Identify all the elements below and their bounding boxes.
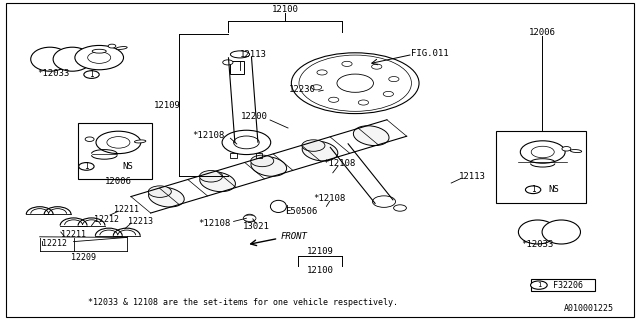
Ellipse shape (134, 140, 146, 143)
Ellipse shape (148, 187, 184, 207)
Bar (531, 279, 595, 291)
Circle shape (383, 92, 394, 97)
Circle shape (337, 74, 374, 92)
Text: 12212: 12212 (94, 215, 120, 224)
Ellipse shape (299, 55, 412, 111)
Circle shape (251, 155, 274, 167)
Circle shape (525, 186, 541, 194)
Circle shape (342, 61, 352, 67)
Text: 12211: 12211 (114, 205, 140, 214)
Text: FRONT: FRONT (281, 232, 308, 241)
Text: *12033: *12033 (522, 240, 554, 249)
Text: 12113: 12113 (459, 172, 486, 180)
Ellipse shape (570, 149, 582, 153)
Text: 12209: 12209 (70, 253, 96, 262)
Circle shape (531, 146, 554, 158)
Circle shape (88, 52, 111, 63)
Text: 12109: 12109 (154, 101, 181, 110)
Circle shape (243, 215, 256, 221)
Text: 1: 1 (531, 185, 536, 194)
Ellipse shape (116, 46, 127, 50)
Text: F32206: F32206 (554, 281, 583, 290)
Ellipse shape (270, 200, 287, 212)
Ellipse shape (200, 172, 236, 192)
Text: *12033: *12033 (37, 69, 69, 78)
Text: *12108: *12108 (198, 220, 230, 228)
Circle shape (302, 140, 325, 151)
Ellipse shape (542, 220, 580, 244)
Ellipse shape (291, 53, 419, 114)
Circle shape (372, 64, 382, 69)
Ellipse shape (31, 47, 69, 71)
Text: 12212: 12212 (42, 239, 67, 248)
Ellipse shape (302, 141, 338, 161)
Text: 13021: 13021 (243, 222, 269, 231)
Text: 1: 1 (537, 282, 541, 288)
Circle shape (372, 196, 396, 207)
Text: 12213: 12213 (128, 217, 154, 226)
Bar (230, 61, 244, 74)
Circle shape (223, 60, 233, 65)
Bar (230, 153, 237, 158)
Circle shape (234, 136, 259, 149)
Circle shape (85, 137, 94, 141)
Circle shape (84, 71, 99, 78)
Circle shape (312, 85, 322, 90)
Text: *12108: *12108 (192, 131, 224, 140)
Text: E50506: E50506 (285, 207, 317, 216)
Text: *12108: *12108 (314, 194, 346, 203)
Text: *12108: *12108 (323, 159, 355, 168)
Ellipse shape (230, 51, 250, 58)
Circle shape (222, 130, 271, 155)
Circle shape (388, 76, 399, 82)
Text: 12100: 12100 (271, 5, 298, 14)
Text: 12006: 12006 (529, 28, 556, 37)
Circle shape (148, 186, 172, 197)
Text: NS: NS (122, 162, 132, 171)
Bar (78, 123, 152, 179)
Circle shape (108, 44, 116, 48)
Circle shape (96, 131, 141, 154)
Text: 12006: 12006 (105, 177, 132, 186)
Ellipse shape (53, 47, 92, 71)
Ellipse shape (251, 156, 287, 176)
Bar (496, 131, 586, 203)
Circle shape (562, 147, 571, 151)
Text: 12230: 12230 (289, 85, 316, 94)
Circle shape (107, 137, 130, 148)
Text: 1: 1 (84, 162, 89, 171)
Circle shape (394, 205, 406, 211)
Circle shape (79, 163, 94, 170)
Ellipse shape (518, 220, 557, 244)
Text: *12033 & 12108 are the set-items for one vehicle respectively.: *12033 & 12108 are the set-items for one… (88, 298, 398, 307)
Bar (256, 153, 262, 158)
Text: NS: NS (548, 185, 559, 194)
Text: FIG.011: FIG.011 (412, 49, 449, 58)
Circle shape (358, 100, 369, 105)
Circle shape (328, 97, 339, 102)
Text: 12211: 12211 (61, 230, 86, 239)
Circle shape (520, 141, 565, 163)
Text: 12109: 12109 (307, 247, 333, 256)
Text: A010001225: A010001225 (564, 304, 614, 313)
Text: 1: 1 (89, 70, 94, 79)
Ellipse shape (92, 49, 106, 53)
Ellipse shape (353, 126, 389, 146)
Circle shape (531, 281, 547, 289)
Circle shape (317, 70, 327, 75)
Text: 12200: 12200 (241, 112, 268, 121)
Ellipse shape (244, 214, 255, 222)
Circle shape (200, 171, 223, 182)
Text: 12113: 12113 (239, 50, 266, 59)
Circle shape (75, 45, 124, 70)
Text: 12100: 12100 (307, 266, 333, 275)
